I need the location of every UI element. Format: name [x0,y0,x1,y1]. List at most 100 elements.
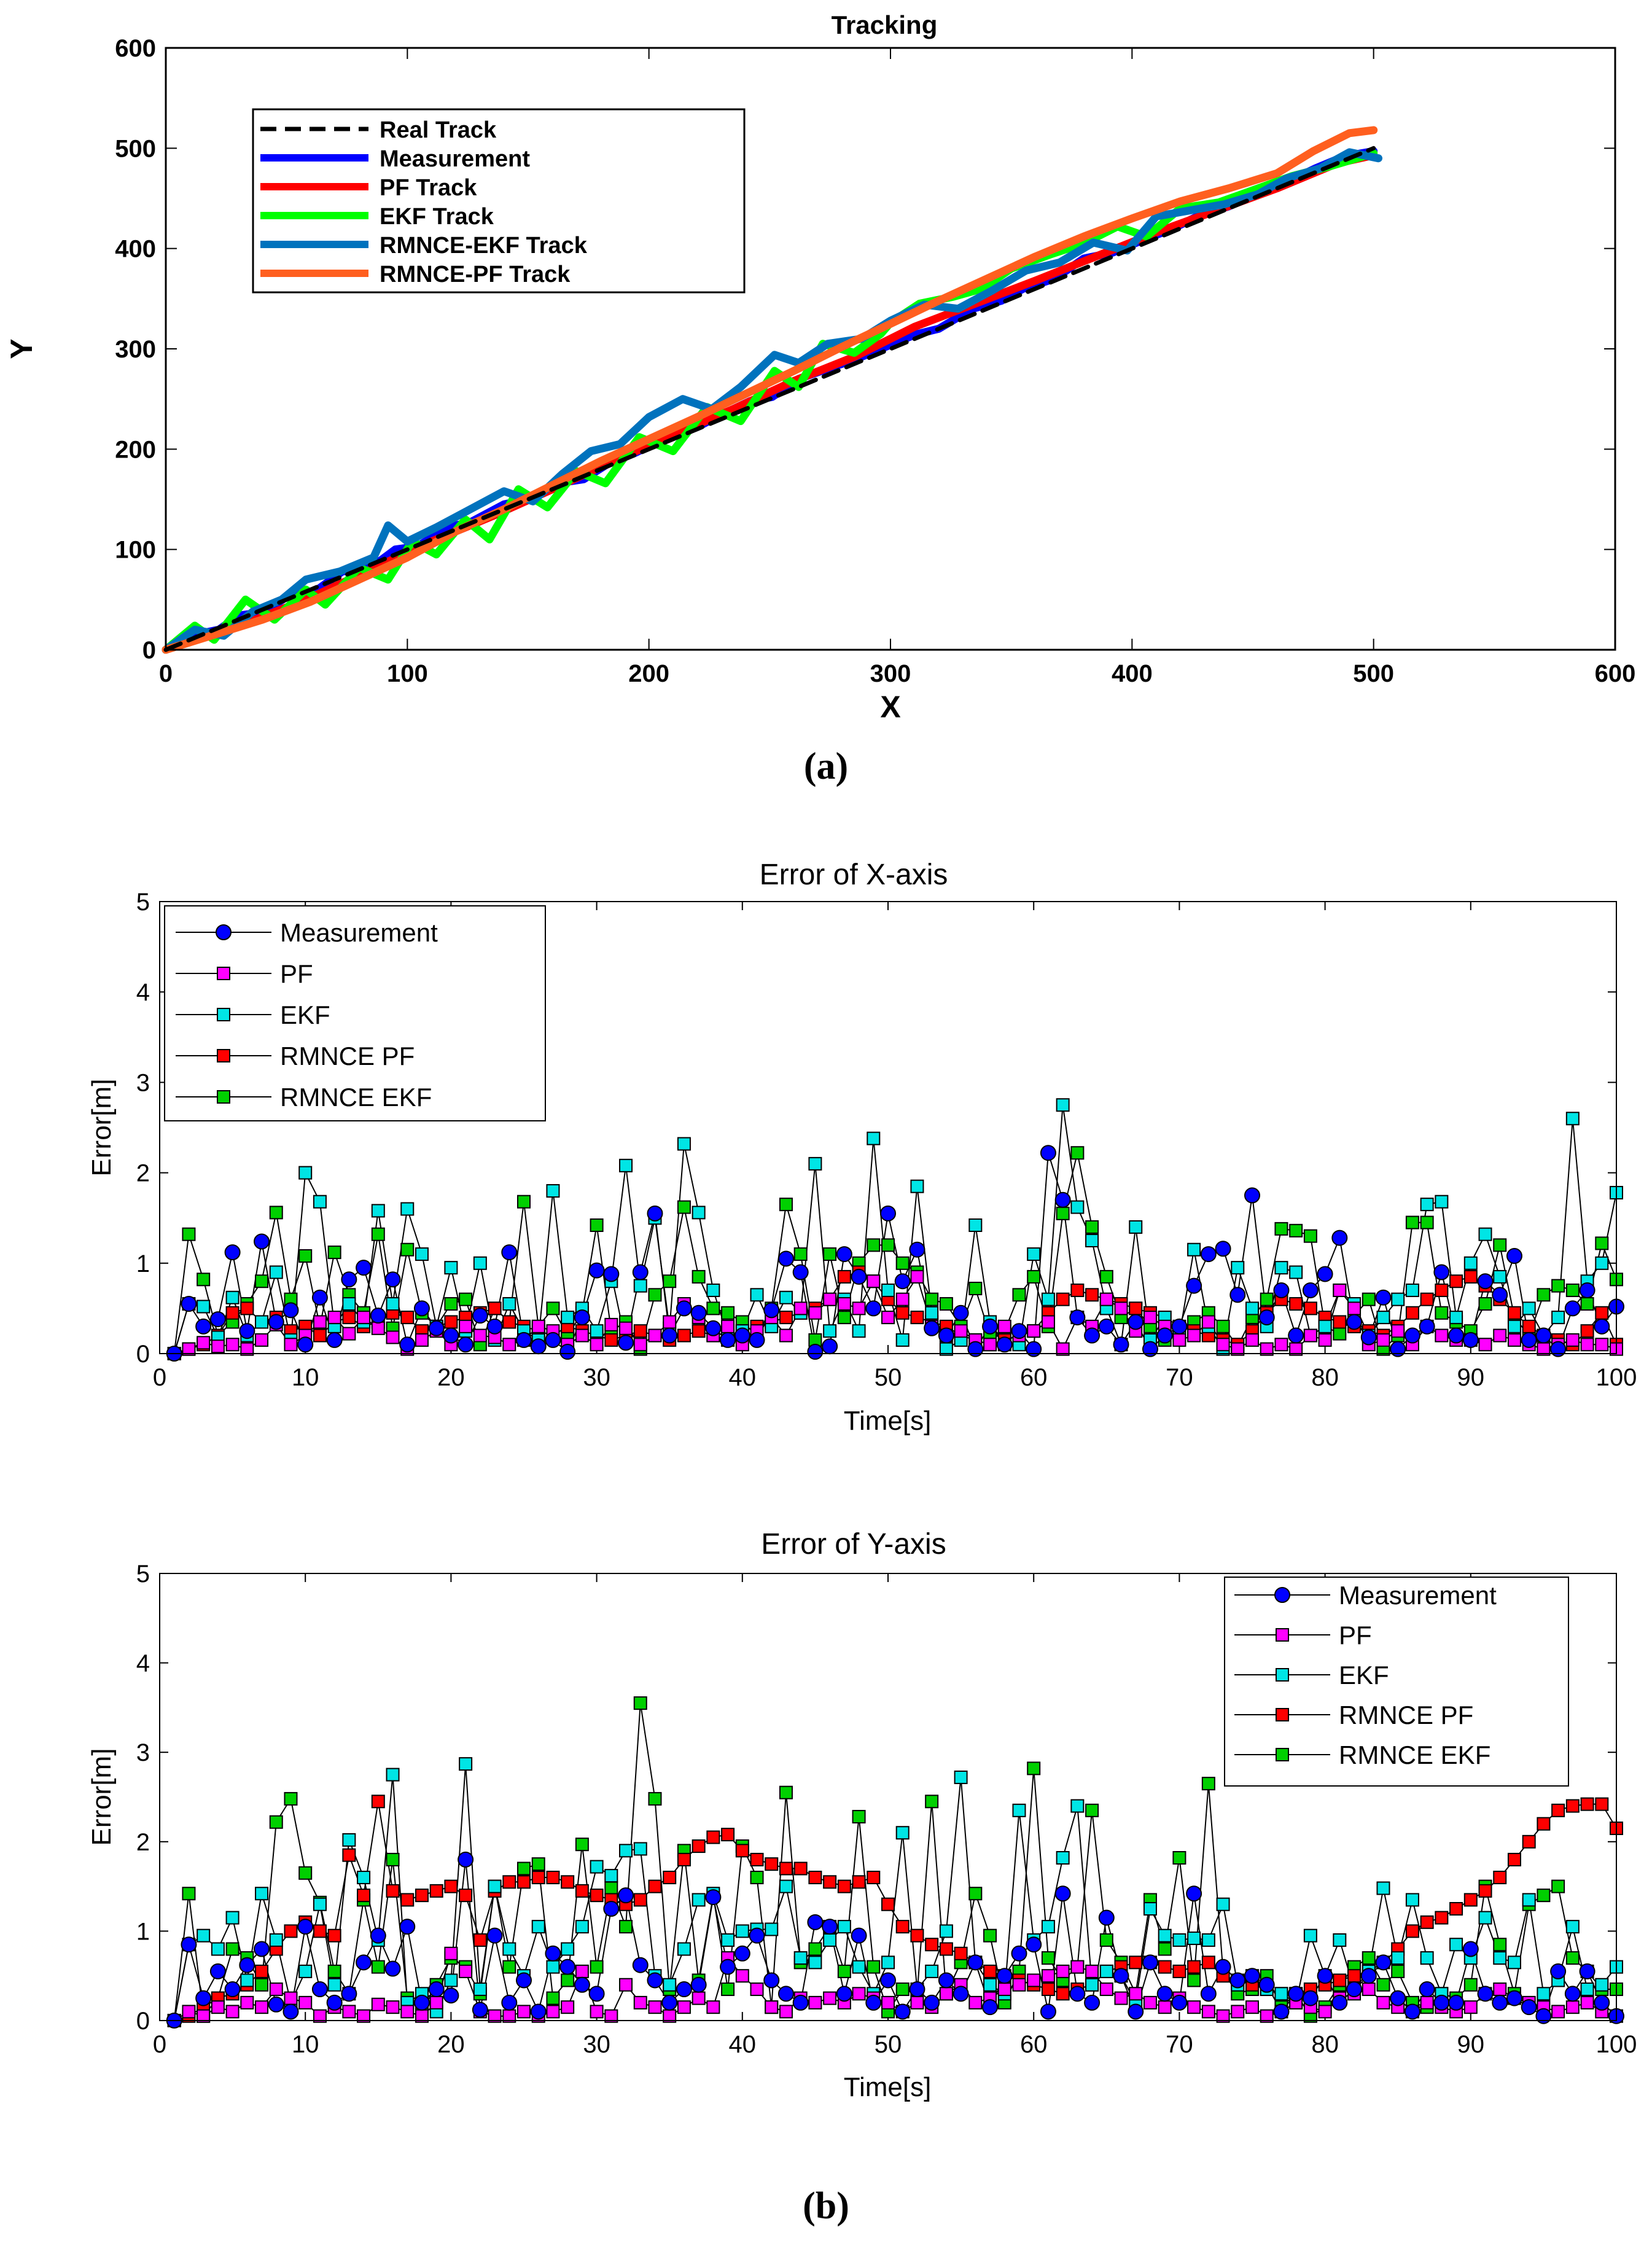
tracking-xtick-label: 600 [1595,660,1636,687]
error-y-ytick-label: 3 [136,1739,150,1766]
ekf-point [1565,1112,1580,1126]
measurement-point [370,1308,386,1324]
pf-line [174,1952,1617,2021]
ekf-point [619,1844,633,1858]
measurement-point [1288,1986,1304,2002]
ekf-point [1595,1978,1609,1992]
rmnce-ekf-point [648,1288,662,1302]
measurement-point [1128,2003,1144,2020]
measurement-point [1026,1341,1042,1357]
measurement-point [792,1994,809,2011]
pf-point [1493,1328,1507,1343]
tracking-ytick-label: 300 [115,336,156,363]
ekf-point [255,1887,269,1901]
measurement-point [763,1302,780,1319]
measurement-point [1128,1314,1144,1330]
measurement-point [588,1262,605,1279]
measurement-point [384,1960,401,1977]
pf-point [1114,1301,1128,1316]
rmnce-ekf-point [1041,1951,1055,1965]
ekf-point [546,1960,560,1974]
error-x-ytick-label: 3 [136,1069,150,1096]
measurement-point [661,1327,678,1344]
error-x-xtick-label: 0 [153,1364,166,1391]
pf-point [371,1321,385,1335]
pf-point [1070,1960,1085,1974]
error-x-ytick-label: 2 [136,1160,150,1187]
measurement-point [1215,1959,1231,1975]
rmnce-ekf-point [895,1256,910,1270]
rmnce-pf-point [692,1324,706,1338]
measurement-point [749,1331,765,1348]
measurement-point [647,1972,663,1989]
pf-point [327,1311,341,1325]
rmnce-pf-point [1435,1911,1449,1925]
error-y-xtick-label: 60 [1020,2031,1048,2058]
legend-rmnce-ekf-label: RMNCE EKF [1339,1741,1490,1769]
rmnce-pf-point [342,1848,356,1862]
pf-point [371,1997,385,2011]
measurement-point [195,1318,212,1335]
ekf-point [1376,1311,1390,1325]
pf-point [342,1327,356,1341]
measurement-point [1084,1327,1101,1344]
rmnce-ekf-point [1391,1964,1405,1978]
rmnce-pf-point [1580,1797,1594,1811]
measurement-point [458,1336,474,1353]
pf-point [1099,1292,1113,1306]
rmnce-ekf-point [1172,1851,1186,1865]
rmnce-pf-point [357,1889,371,1903]
rmnce-ekf-point [1478,1297,1492,1311]
pf-point [1420,1995,1434,2009]
pf-point [1245,1333,1259,1347]
rmnce-pf-point [531,1871,545,1885]
rmnce-pf-point [881,1897,895,1911]
rmnce-pf-point [793,1861,808,1876]
pf-point [633,1995,647,2009]
measurement-point [1521,1331,1537,1348]
rmnce-ekf-point [968,1887,983,1901]
ekf-point [444,1973,458,1987]
pf-point [197,2009,211,2023]
measurement-point [428,1981,445,1998]
ekf-point [1435,1195,1449,1209]
measurement-point [953,1304,969,1321]
error-x-ytick-label: 5 [136,889,150,916]
ekf-point [240,1973,254,1987]
legend-ekf-label: EKF [1339,1661,1389,1690]
measurement-point [676,1981,692,1998]
measurement-point [559,1959,576,1975]
measurement-point [924,1320,940,1336]
measurement-point [1171,1994,1188,2011]
pf-point [1216,2009,1230,2023]
measurement-point [807,1914,824,1930]
pf-point [1435,1328,1449,1343]
legend-rmnce-ekf-marker [217,1090,230,1104]
rmnce-pf-line [174,1801,1617,2021]
rmnce-ekf-point [867,1238,881,1252]
pf-point [1260,1342,1274,1356]
ekf-point [1507,1319,1521,1333]
measurement-point [777,1250,794,1267]
ekf-point [1070,1799,1085,1813]
error-x-xtick-label: 10 [292,1364,319,1391]
rmnce-ekf-point [779,1198,793,1212]
pf-point [225,2005,240,2019]
ekf-point [1391,1951,1405,1965]
rmnce-ekf-point [182,1227,196,1241]
measurement-point [297,1336,314,1353]
pf-point [1245,2000,1259,2014]
legend-measurement-label: Measurement [1339,1581,1497,1610]
ekf-point [444,1261,458,1275]
measurement-point [1331,1230,1348,1246]
rmnce-ekf-track-line [162,148,1382,654]
pf-point [793,1301,808,1316]
pf-point [939,1987,953,2001]
measurement-point [1594,1318,1610,1335]
pf-point [255,1333,269,1347]
measurement-point [486,1318,503,1335]
ekf-point [1478,1227,1492,1241]
ekf-point [735,1924,749,1938]
rmnce-ekf-point [502,1960,516,1974]
